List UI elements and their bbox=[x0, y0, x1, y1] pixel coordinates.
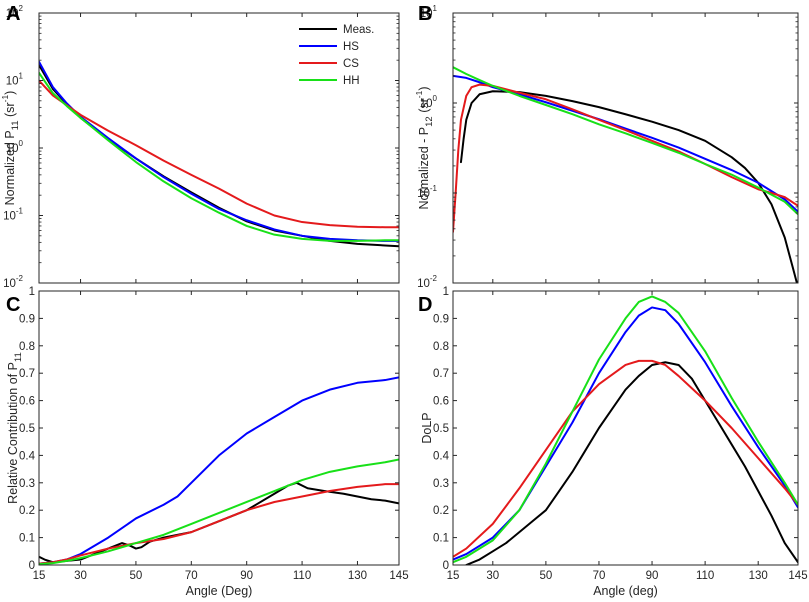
panel-c: 15 30 50 70 90 110 130 145 0 0.1 0.2 0.3 0.4 0.5 0.6 0.… bbox=[6, 286, 409, 598]
y-tick-label: 101 bbox=[420, 4, 438, 20]
y-axis-label: Normalized - P12 (sr-1) bbox=[414, 86, 435, 209]
x-tick-label: 145 bbox=[389, 570, 408, 582]
y-tick-label: 0.1 bbox=[19, 533, 35, 545]
y-tick-label: 0.8 bbox=[19, 341, 35, 353]
panel-a: 10-2 10-1 100 101 102 Normalized P11 (sr-1) A M… bbox=[0, 3, 400, 290]
x-axis-label: Angle (Deg) bbox=[186, 584, 253, 598]
panel-letter: C bbox=[6, 294, 20, 316]
y-tick-label: 0.7 bbox=[19, 368, 35, 380]
y-tick-label: 10-1 bbox=[3, 207, 23, 223]
y-tick-label: 0 bbox=[443, 560, 449, 572]
series-line-hh bbox=[453, 295, 798, 564]
y-tick-label: 0.2 bbox=[433, 505, 449, 517]
legend-label: CS bbox=[343, 58, 359, 70]
x-axis-label: Angle (deg) bbox=[593, 584, 658, 598]
x-tick-label: 70 bbox=[593, 570, 606, 582]
series-line-cs bbox=[39, 483, 399, 565]
axes-frame bbox=[452, 12, 799, 284]
y-tick-label: 1 bbox=[443, 286, 449, 298]
x-tick-label: 130 bbox=[749, 570, 768, 582]
x-tick-label: 30 bbox=[74, 570, 87, 582]
y-axis-label: Relative Contribution of P11 bbox=[6, 352, 24, 504]
y-tick-label: 0.6 bbox=[433, 396, 449, 408]
x-tick-label: 145 bbox=[788, 570, 807, 582]
x-tick-label: 30 bbox=[486, 570, 499, 582]
series-line-hh bbox=[39, 71, 399, 242]
series-line-meas bbox=[459, 90, 798, 283]
legend-label: HH bbox=[343, 75, 360, 87]
y-tick-label: 0.9 bbox=[433, 313, 449, 325]
y-tick-label: 100 bbox=[6, 139, 24, 155]
y-tick-label: 101 bbox=[6, 72, 24, 88]
y-tick-label: 1 bbox=[29, 286, 35, 298]
y-tick-label: 10-2 bbox=[417, 274, 437, 290]
y-tick-label: 0.8 bbox=[433, 341, 449, 353]
series-line-cs bbox=[453, 359, 798, 558]
legend-label: Meas. bbox=[343, 24, 374, 36]
y-axis-label: Normalized P11 (sr-1) bbox=[0, 91, 21, 206]
series-line-hh bbox=[39, 458, 399, 565]
y-tick-label: 100 bbox=[420, 94, 438, 110]
x-tick-label: 130 bbox=[348, 570, 367, 582]
y-tick-label: 0 bbox=[29, 560, 35, 572]
x-tick-label: 15 bbox=[447, 570, 460, 582]
x-tick-label: 90 bbox=[646, 570, 659, 582]
y-tick-label: 0.1 bbox=[433, 533, 449, 545]
legend-label: HS bbox=[343, 41, 359, 53]
y-tick-label: 0.7 bbox=[433, 368, 449, 380]
y-tick-label: 0.6 bbox=[19, 396, 35, 408]
y-tick-label: 102 bbox=[6, 4, 24, 20]
x-tick-label: 90 bbox=[240, 570, 253, 582]
panel-d: 15 30 50 70 90 110 130 145 0 0.1 0.2 0.3 0.4 0.5 0.6 0.… bbox=[418, 286, 808, 598]
y-tick-label: 0.2 bbox=[19, 505, 35, 517]
x-tick-label: 110 bbox=[696, 570, 714, 582]
axes-frame bbox=[452, 290, 799, 566]
x-tick-label: 50 bbox=[130, 570, 143, 582]
y-tick-label: 10-2 bbox=[3, 274, 23, 290]
y-tick-label: 0.3 bbox=[19, 478, 35, 490]
axes-frame bbox=[38, 290, 400, 566]
series-line-cs bbox=[39, 79, 399, 229]
y-tick-label: 0.4 bbox=[19, 450, 36, 462]
y-tick-label: 0.4 bbox=[433, 450, 450, 462]
series-line-cs bbox=[453, 83, 798, 233]
panel-letter: A bbox=[6, 3, 20, 25]
y-tick-label: 0.5 bbox=[433, 423, 449, 435]
panel-letter: B bbox=[418, 3, 432, 25]
series-line-meas bbox=[465, 361, 798, 565]
x-tick-label: 110 bbox=[293, 570, 311, 582]
axes-frame bbox=[38, 12, 400, 284]
y-axis-label: DoLP bbox=[420, 412, 434, 443]
x-tick-label: 50 bbox=[539, 570, 552, 582]
y-tick-label: 0.9 bbox=[19, 313, 35, 325]
y-tick-label: 10-1 bbox=[417, 184, 437, 200]
y-tick-label: 0.5 bbox=[19, 423, 35, 435]
series-line-hh bbox=[453, 66, 798, 216]
panel-b: 10-2 10-1 100 101 Normalized - P12 (sr-1) B bbox=[414, 3, 799, 290]
x-tick-label: 15 bbox=[33, 570, 46, 582]
y-tick-label: 0.3 bbox=[433, 478, 449, 490]
x-tick-label: 70 bbox=[185, 570, 198, 582]
legend: Meas. HS CS HH bbox=[295, 17, 395, 89]
panel-letter: D bbox=[418, 294, 432, 316]
